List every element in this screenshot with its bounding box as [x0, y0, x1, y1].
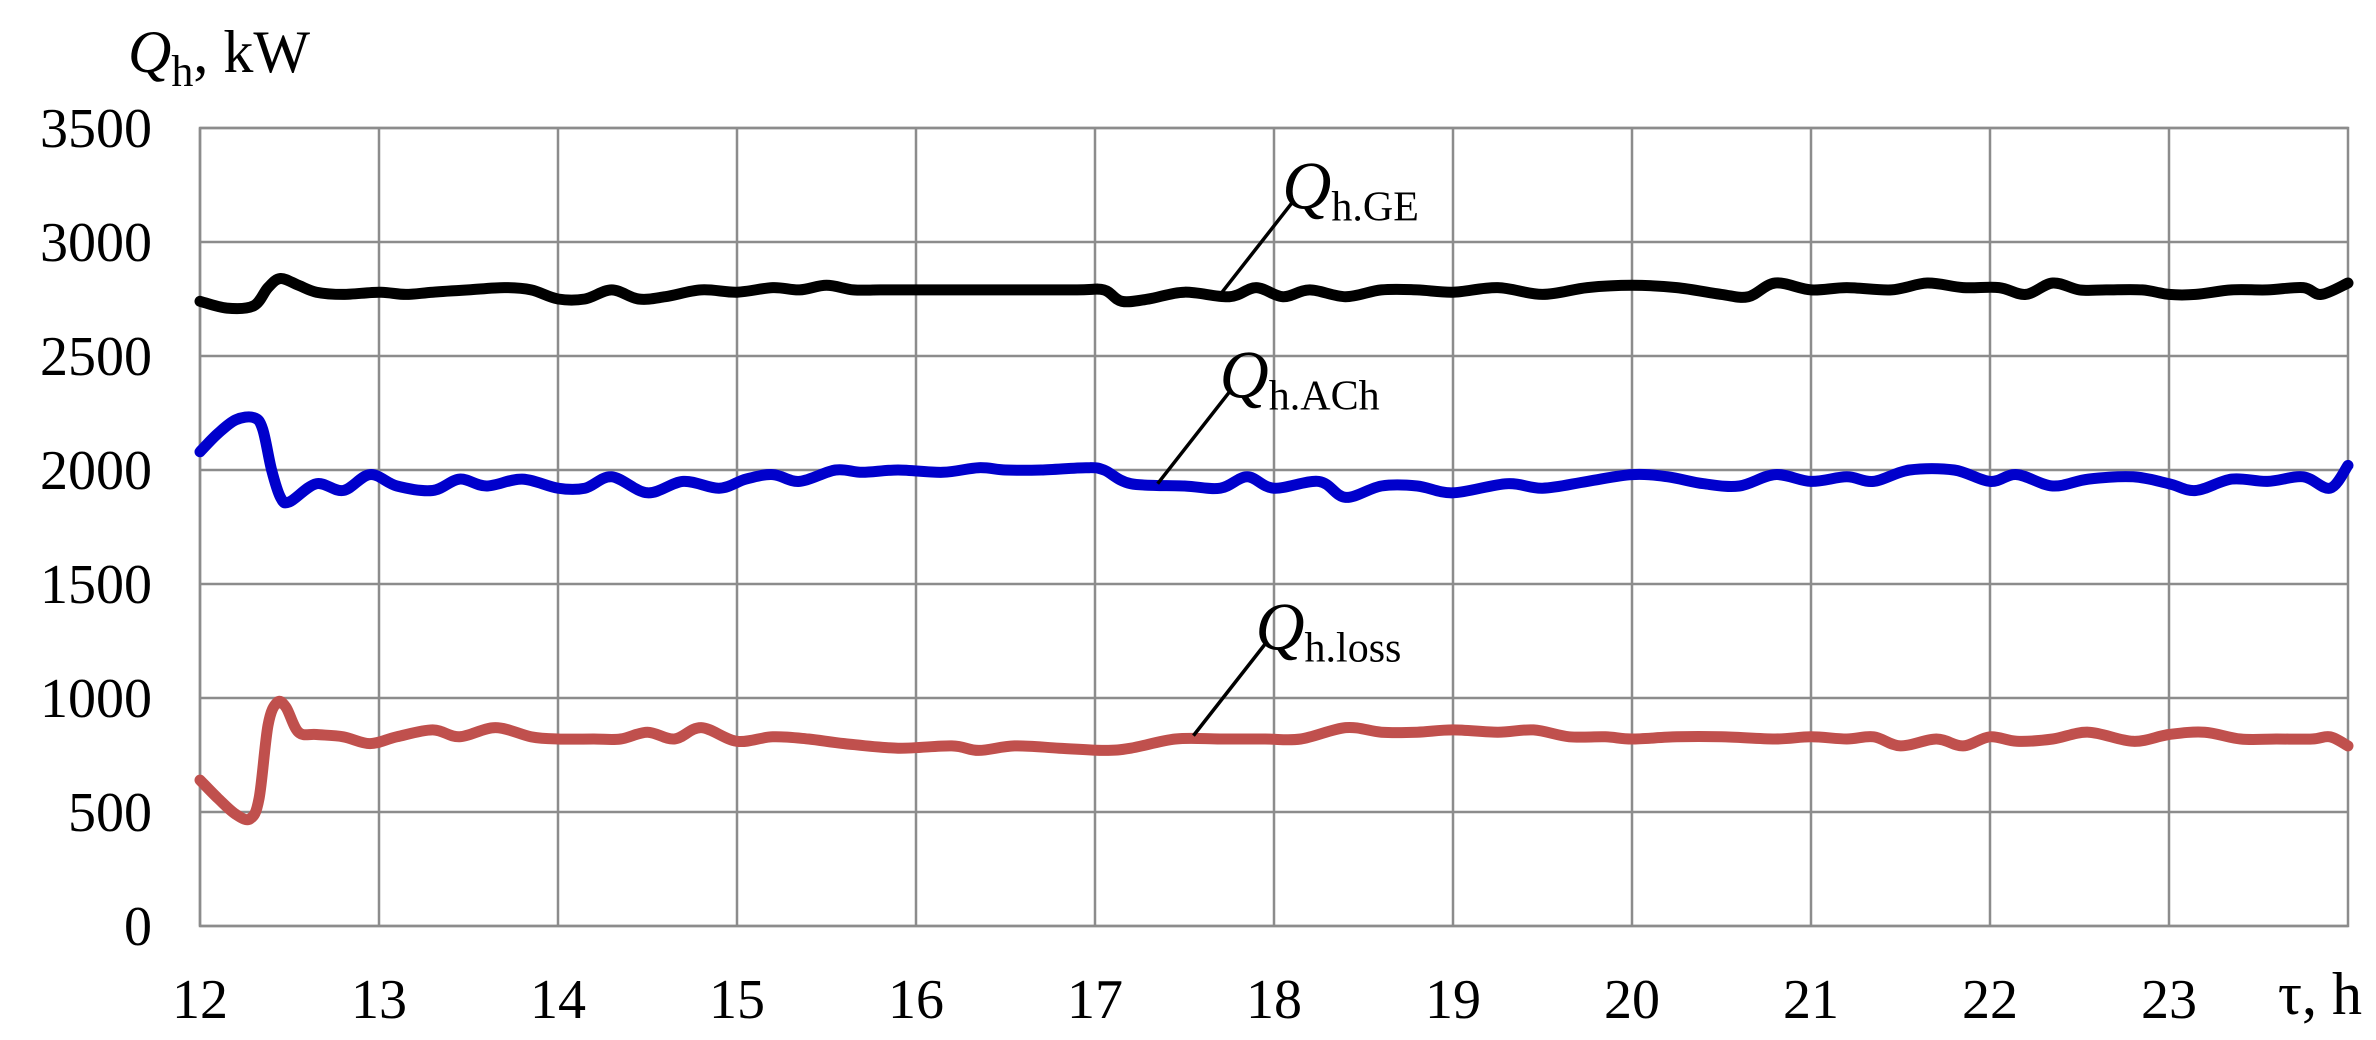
series-label-symbol: Q [1255, 589, 1304, 665]
series-line-h-loss [194, 695, 2354, 826]
x-tick-label: 12 [172, 969, 228, 1031]
series-lines [194, 273, 2354, 826]
label-leader-h-loss [1192, 642, 1267, 737]
series-label-subscript: h.ACh [1269, 374, 1380, 420]
x-tick-label: 21 [1783, 969, 1839, 1031]
x-tick-label: 18 [1246, 969, 1302, 1031]
y-tick-label: 0 [124, 896, 152, 958]
series-label-symbol: Q [1220, 337, 1269, 413]
y-axis-title-subscript: h [171, 47, 193, 96]
x-axis-tick-labels: 12 13 14 15 16 17 18 19 20 21 22 23 [172, 969, 2197, 1031]
y-axis-title-symbol: Q [128, 19, 171, 85]
series-label-subscript: h.loss [1305, 626, 1402, 672]
x-tick-label: 19 [1425, 969, 1481, 1031]
plot-area-border [198, 126, 2350, 928]
series-label-subscript: h.GE [1331, 184, 1419, 230]
y-axis-tick-labels: 0 500 1000 1500 2000 2500 3000 3500 [40, 98, 152, 958]
series-label-h-loss: Qh.loss [1255, 589, 1401, 672]
x-tick-label: 14 [530, 969, 586, 1031]
series-label-symbol: Q [1282, 147, 1331, 223]
y-tick-label: 500 [68, 782, 152, 844]
y-axis-title: Qh, kW [128, 19, 310, 96]
label-leader-h-ach [1156, 390, 1232, 485]
y-axis-title-unit: , kW [193, 19, 310, 85]
x-tick-label: 13 [351, 969, 407, 1031]
y-tick-label: 1500 [40, 554, 152, 616]
y-tick-label: 2000 [40, 440, 152, 502]
x-tick-label: 17 [1067, 969, 1123, 1031]
y-tick-label: 3500 [40, 98, 152, 160]
grid [198, 126, 2348, 928]
x-tick-label: 16 [888, 969, 944, 1031]
x-tick-label: 15 [709, 969, 765, 1031]
x-tick-label: 22 [1962, 969, 2018, 1031]
y-tick-label: 3000 [40, 212, 152, 274]
series-line-h-ach [194, 411, 2354, 509]
x-axis-title: τ, h [2278, 961, 2362, 1027]
series-line-h-ge [194, 273, 2354, 315]
y-tick-label: 2500 [40, 326, 152, 388]
x-tick-label: 20 [1604, 969, 1660, 1031]
label-leader-h-ge [1218, 201, 1294, 296]
y-tick-label: 1000 [40, 668, 152, 730]
series-label-h-ach: Qh.ACh [1220, 337, 1380, 420]
x-tick-label: 23 [2141, 969, 2197, 1031]
series-label-h-ge: Qh.GE [1282, 147, 1419, 230]
